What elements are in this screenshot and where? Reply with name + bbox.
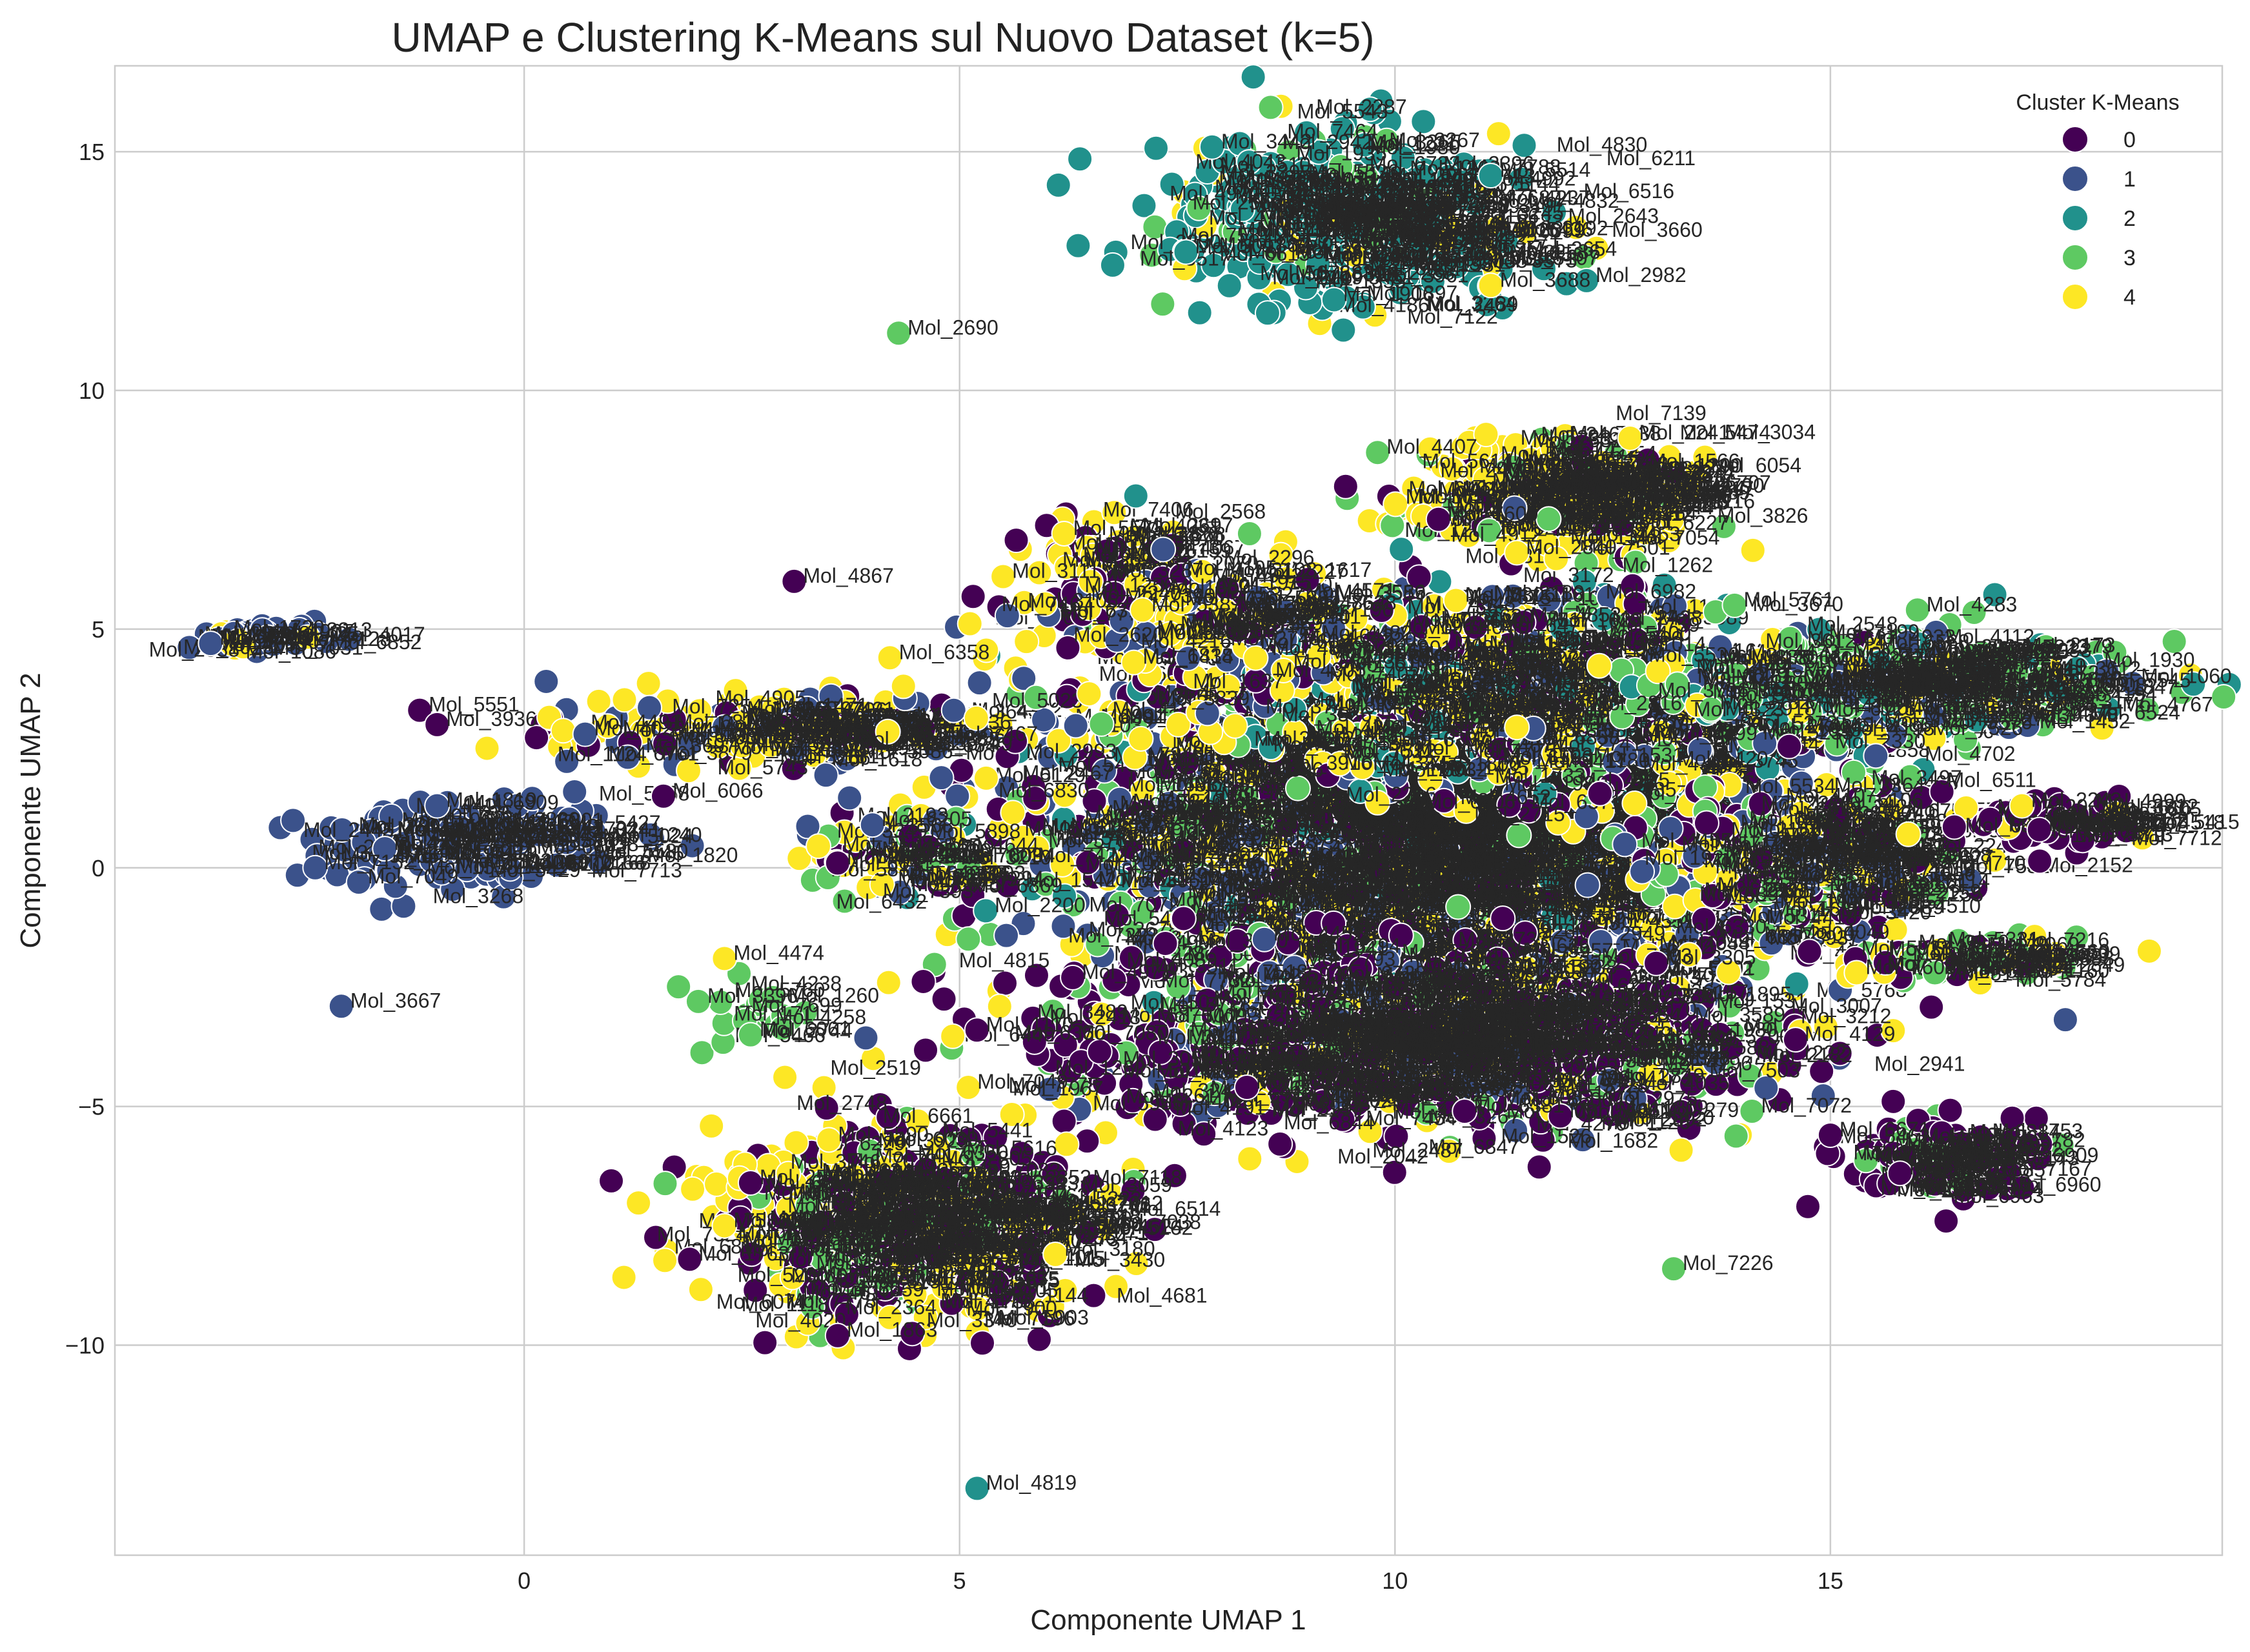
scatter-point (928, 765, 955, 791)
point-label: Mol_4217 (1663, 477, 1754, 500)
scatter-point (966, 670, 993, 696)
scatter-point (1186, 299, 1213, 326)
point-label: Mol_4257 (748, 708, 839, 731)
scatter-point (550, 718, 576, 744)
point-label: Mol_5743 (718, 756, 809, 779)
scatter-point (1045, 172, 1071, 198)
point-label: Mol_5023 (992, 689, 1083, 712)
point-label: Mol_4830 (1557, 133, 1648, 156)
chart-title: UMAP e Clustering K-Means sul Nuovo Data… (392, 14, 1375, 61)
y-tick-labels: −10 −5 0 5 10 15 (65, 139, 105, 1358)
point-label: Mol_3395 (1221, 161, 1312, 184)
dense-cluster: Mol_3757Mol_2883Mol_1796Mol_3267Mol_7615… (1045, 64, 1703, 343)
scatter-point (1099, 252, 1126, 278)
point-label: Mol_7072 (1089, 893, 1180, 916)
scatter-point (1216, 272, 1242, 299)
scatter-point (1332, 473, 1359, 499)
point-label: Mol_2135 (1275, 197, 1366, 221)
point-label: Mol_1391 (1583, 509, 1674, 532)
scatter-point (280, 807, 307, 834)
point-label: Mol_6376 (1356, 223, 1447, 247)
y-tick-label: 10 (79, 378, 105, 404)
scatter-point (1003, 527, 1029, 554)
scatter-point (1143, 135, 1170, 161)
scatter-point (474, 735, 500, 761)
point-label: Mol_1792 (1436, 226, 1527, 249)
scatter-point (1330, 317, 1357, 343)
scatter-point (1150, 291, 1176, 317)
x-tick-label: 5 (953, 1567, 966, 1594)
scatter-point (1236, 520, 1262, 547)
scatter-point (562, 779, 588, 805)
dense-point-clouds: Mol_3757Mol_2883Mol_1796Mol_3267Mol_7615… (149, 64, 2242, 1362)
point-label: Mol_6732 (1370, 152, 1461, 176)
x-tick-label: 10 (1382, 1567, 1408, 1594)
y-tick-label: 15 (79, 139, 105, 165)
scatter-point (890, 673, 917, 700)
y-tick-label: −10 (65, 1333, 105, 1359)
point-label: Mol_2166 (1448, 205, 1539, 228)
point-label: Mol_3826 (1718, 504, 1809, 527)
point-label: Mol_7671 (1521, 446, 1612, 469)
scatter-point (1379, 512, 1406, 539)
scatter-point (1485, 121, 1512, 147)
x-tick-labels: 0 5 10 15 (518, 1567, 1843, 1594)
point-label: Mol_2166 (554, 851, 645, 874)
scatter-point (940, 697, 967, 723)
scatter-point (611, 687, 638, 713)
y-tick-label: −5 (78, 1094, 105, 1120)
point-label: Mol_7122 (1407, 305, 1498, 328)
scatter-point (1131, 192, 1157, 219)
scatter-point (635, 670, 662, 697)
point-label: Mol_3441 (571, 818, 662, 841)
point-label: Mol_2130 (856, 728, 947, 751)
scatter-point (1122, 483, 1149, 509)
scatter-point (1383, 491, 1409, 518)
scatter-point (533, 668, 560, 694)
point-label: Mol_1124 (558, 743, 647, 766)
scatter-point (992, 970, 1019, 996)
scatter-point (1257, 94, 1284, 121)
scatter-point (993, 922, 1020, 949)
scatter-point (369, 896, 395, 922)
y-tick-label: 0 (92, 855, 105, 881)
scatter-point (813, 762, 839, 789)
y-tick-label: 5 (92, 616, 105, 643)
scatter-point (1065, 232, 1091, 259)
scatter-point (1254, 300, 1281, 327)
x-tick-label: 15 (1818, 1567, 1843, 1594)
scatter-point (1067, 146, 1093, 172)
x-tick-label: 0 (518, 1567, 531, 1594)
scatter-point (1240, 64, 1266, 90)
scatter-point (1473, 421, 1499, 448)
